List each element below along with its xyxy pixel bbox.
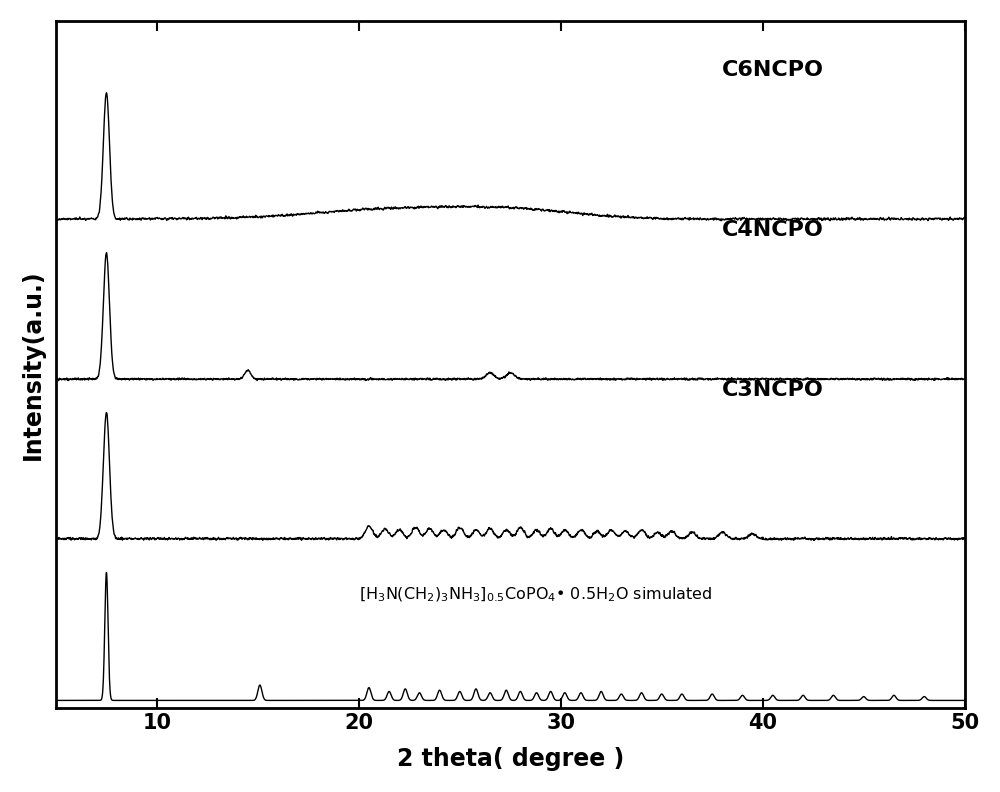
Text: C4NCPO: C4NCPO <box>722 220 824 240</box>
Text: $[\mathrm{H_3N(CH_2)_3NH_3}]_{0.5}\mathrm{CoPO_4}$• $\mathrm{0.5H_2O}$ simulated: $[\mathrm{H_3N(CH_2)_3NH_3}]_{0.5}\mathr… <box>359 586 712 604</box>
X-axis label: 2 theta( degree ): 2 theta( degree ) <box>397 747 624 771</box>
Y-axis label: Intensity(a.u.): Intensity(a.u.) <box>21 269 45 460</box>
Text: C3NCPO: C3NCPO <box>722 380 824 400</box>
Text: C6NCPO: C6NCPO <box>722 60 824 80</box>
